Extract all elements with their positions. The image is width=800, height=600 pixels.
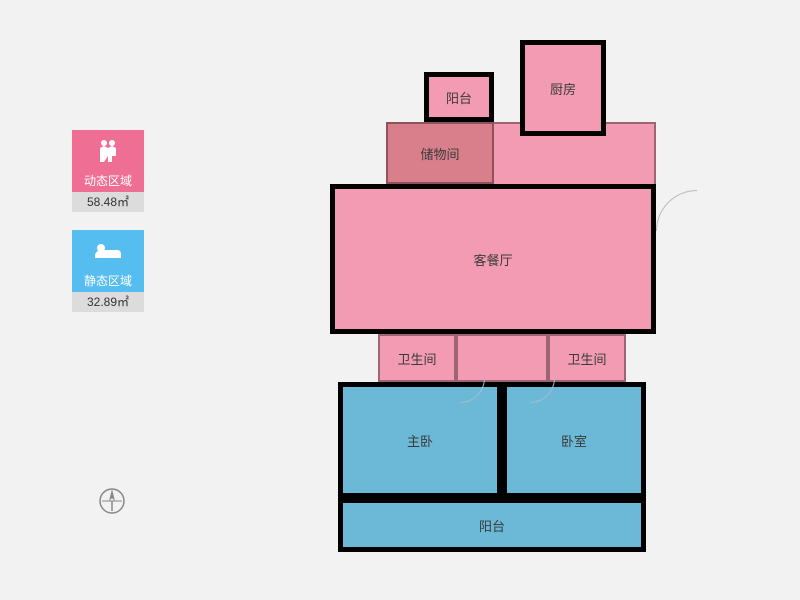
- legend-static: 静态区域 32.89㎡: [72, 230, 144, 312]
- room-label-bedroom: 卧室: [561, 431, 587, 450]
- room-label-storage: 储物间: [420, 144, 459, 163]
- room-label-living: 客餐厅: [473, 250, 512, 269]
- room-label-kitchen: 厨房: [550, 79, 576, 98]
- room-storage: 储物间: [386, 122, 494, 184]
- compass-icon: [98, 487, 126, 515]
- legend-static-value: 32.89㎡: [72, 292, 144, 312]
- room-label-bath1: 卫生间: [397, 349, 436, 368]
- sleep-icon: [72, 230, 144, 270]
- room-kitchen: 厨房: [520, 40, 606, 136]
- door-arc: [656, 190, 697, 231]
- room-label-master: 主卧: [407, 431, 433, 450]
- room-bath1: 卫生间: [378, 334, 456, 382]
- legend-dynamic-label: 动态区域: [72, 170, 144, 192]
- legend-dynamic: 动态区域 58.48㎡: [72, 130, 144, 212]
- room-master: 主卧: [338, 382, 502, 498]
- legend-dynamic-value: 58.48㎡: [72, 192, 144, 212]
- room-bedroom: 卧室: [502, 382, 646, 498]
- people-icon: [72, 130, 144, 170]
- legend-static-label: 静态区域: [72, 270, 144, 292]
- room-bath2: 卫生间: [548, 334, 626, 382]
- room-hallway: [456, 334, 548, 382]
- room-label-balcony1: 阳台: [446, 88, 472, 107]
- room-label-bath2: 卫生间: [567, 349, 606, 368]
- room-balcony1: 阳台: [424, 72, 494, 122]
- room-living: 客餐厅: [330, 184, 656, 334]
- legend-panel: 动态区域 58.48㎡ 静态区域 32.89㎡: [72, 130, 144, 330]
- room-balcony2: 阳台: [338, 498, 646, 552]
- floorplan: 客餐厅厨房阳台卫生间卫生间主卧卧室阳台储物间: [330, 40, 690, 570]
- room-label-balcony2: 阳台: [479, 516, 505, 535]
